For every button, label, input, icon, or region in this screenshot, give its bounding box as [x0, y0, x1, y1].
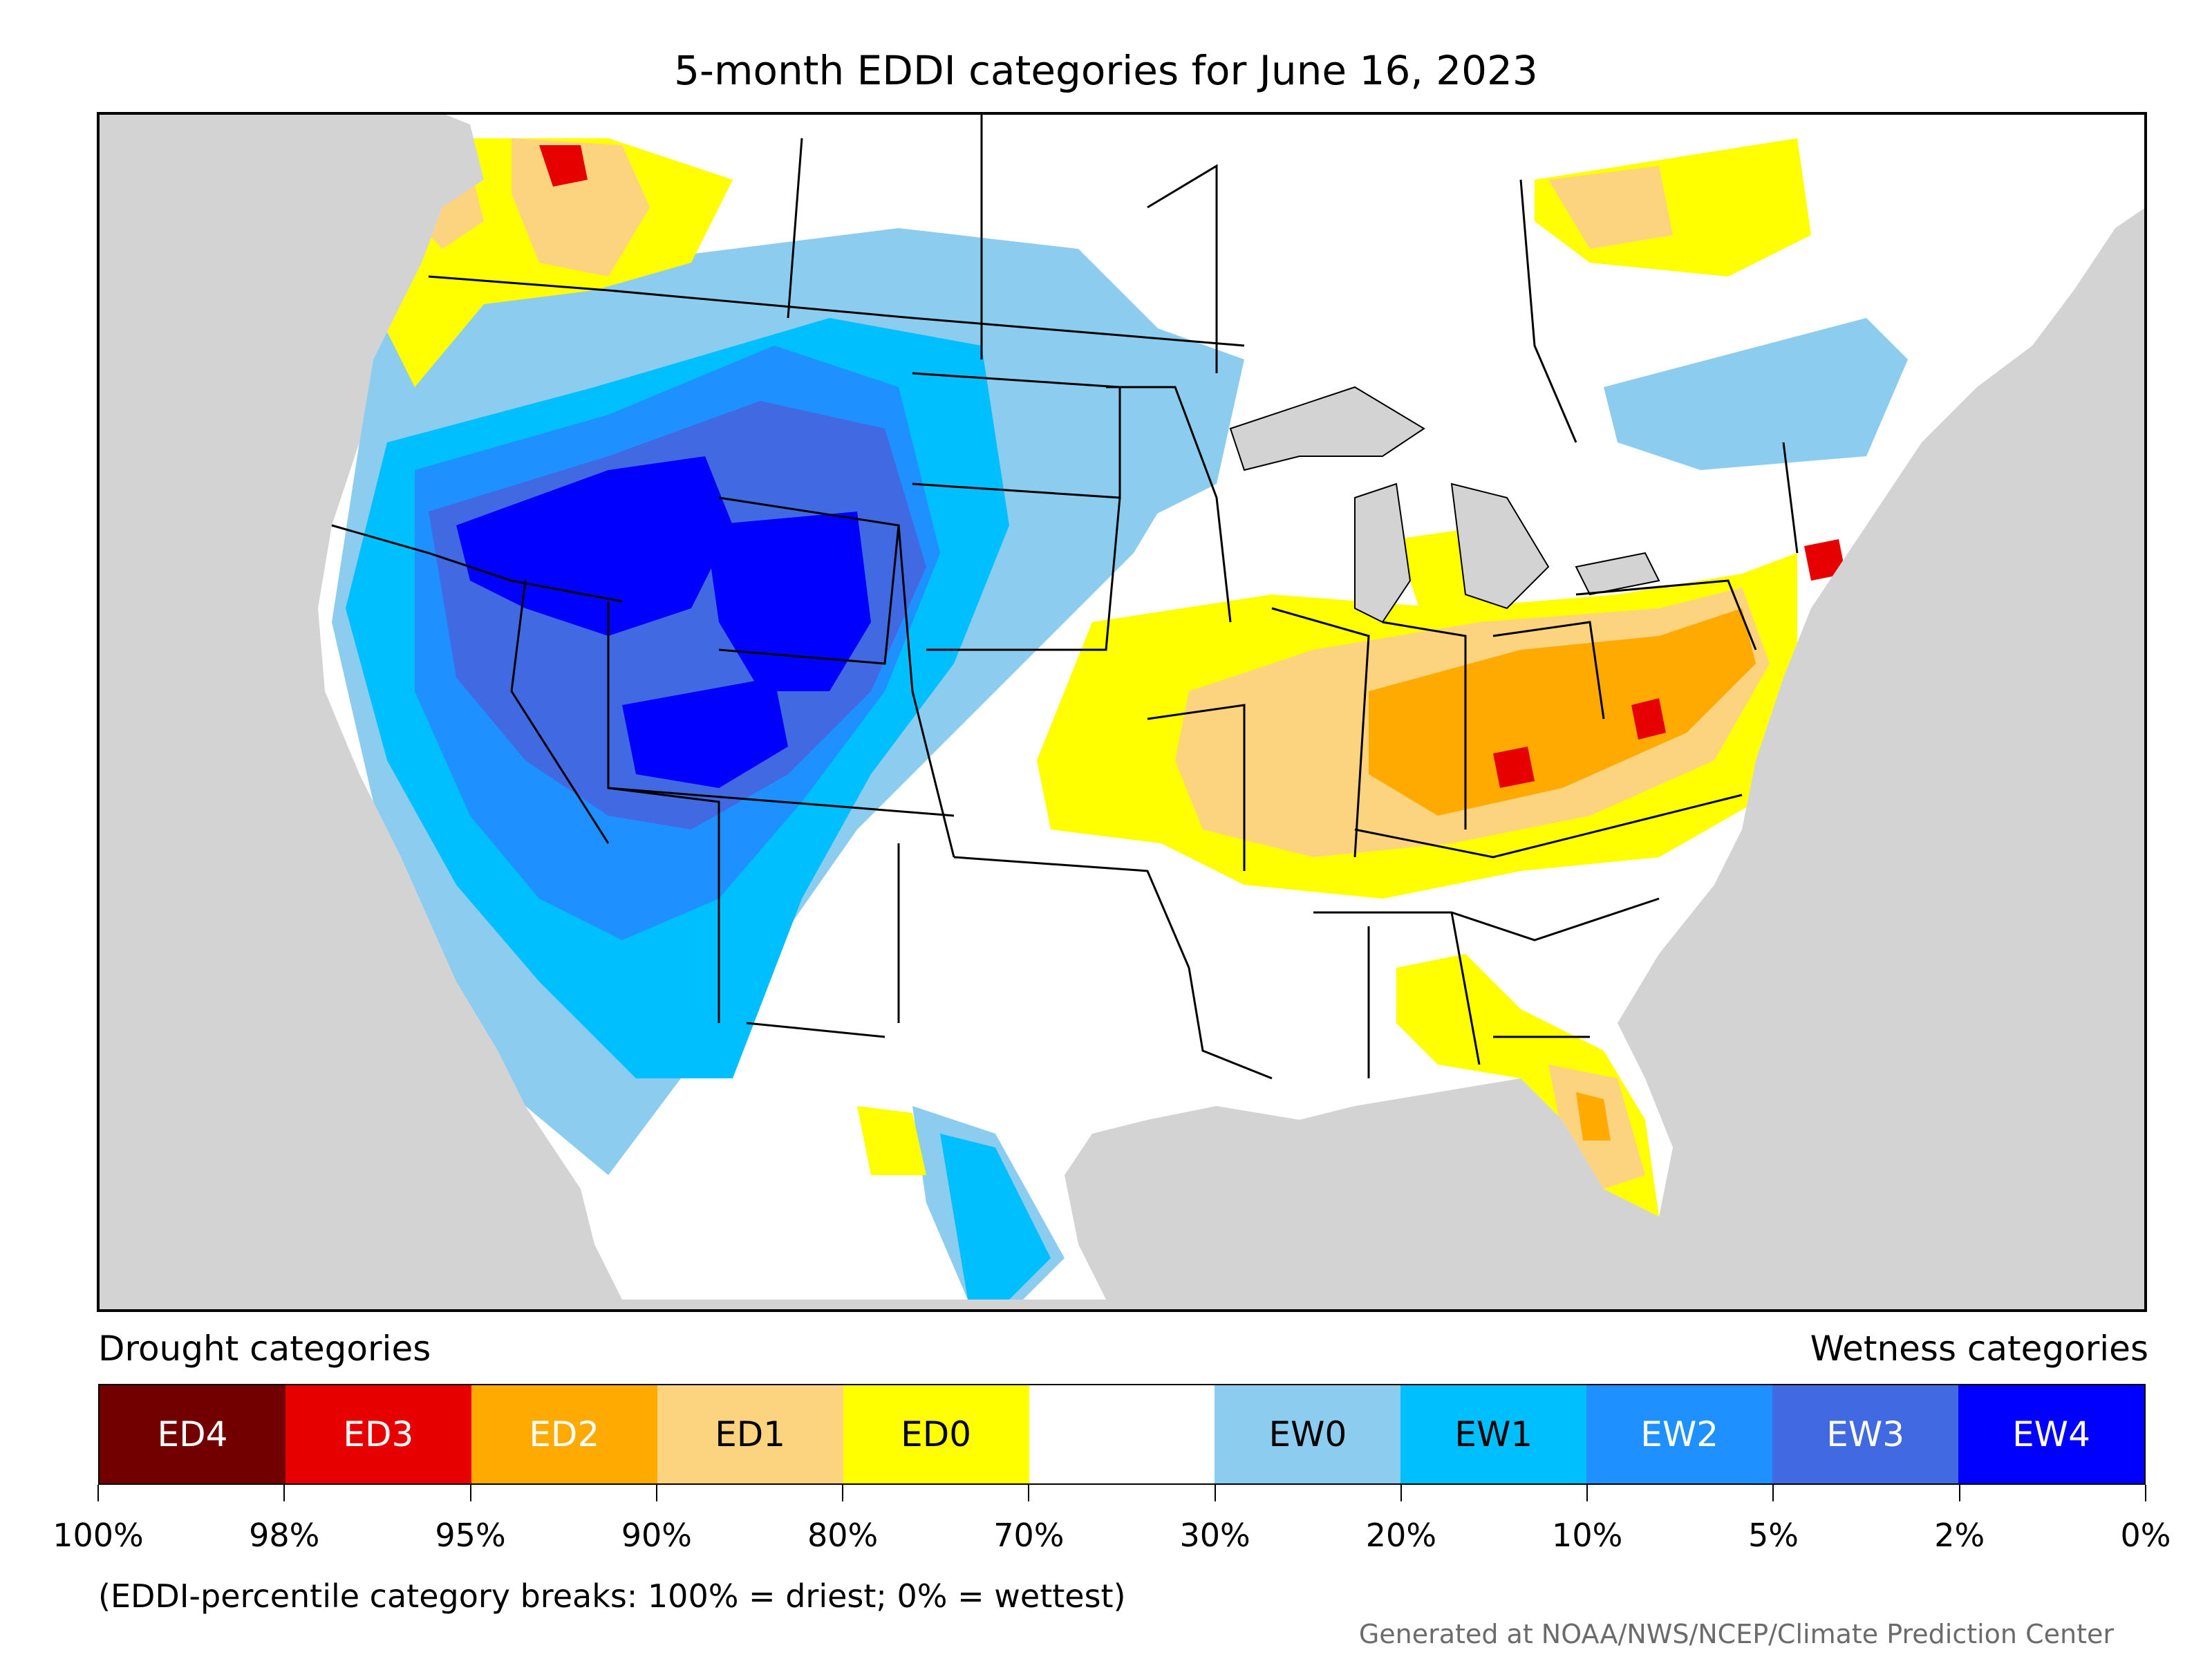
colorbar-tick-label: 2%: [1934, 1517, 1985, 1554]
colorbar-tick-label: 80%: [807, 1517, 879, 1554]
state-boundaries: [331, 113, 1799, 1080]
colorbar-tick-label: 100%: [53, 1517, 144, 1554]
region-ed0-south-texas: [857, 1106, 926, 1175]
region-ew4-west: [456, 456, 733, 636]
legend-swatch-ew2: EW2: [1586, 1385, 1773, 1483]
colorbar-tick: [1772, 1485, 1774, 1501]
colorbar-tick-label: 98%: [249, 1517, 320, 1554]
category-shading: [332, 138, 1908, 1300]
colorbar-ticks: [97, 1485, 2146, 1503]
colorbar-tick: [1400, 1485, 1402, 1501]
legend-swatch-ed3: ED3: [285, 1385, 471, 1483]
region-ew0-northeast: [1604, 318, 1908, 470]
colorbar-tick: [1958, 1485, 1960, 1501]
wetness-categories-heading: Wetness categories: [1810, 1329, 2148, 1369]
colorbar-tick: [842, 1485, 844, 1501]
legend-swatch-ew1: EW1: [1400, 1385, 1587, 1483]
legend-swatch-ew4: EW4: [1958, 1385, 2144, 1483]
region-ed3-virginia: [1631, 698, 1666, 740]
colorbar-tick: [655, 1485, 657, 1501]
region-ew1-texas: [940, 1134, 1051, 1300]
legend-swatch-ew0: EW0: [1215, 1385, 1401, 1483]
colorbar-tick: [1028, 1485, 1030, 1501]
legend-swatch-ed0: ED0: [843, 1385, 1029, 1483]
map-title: 5-month EDDI categories for June 16, 202…: [674, 47, 1538, 94]
colorbar-tick: [2145, 1485, 2146, 1501]
category-breaks-note: (EDDI-percentile category breaks: 100% =…: [98, 1577, 1126, 1615]
colorbar-tick-label: 95%: [435, 1517, 506, 1554]
colorbar-tick-label: 30%: [1179, 1517, 1250, 1554]
region-ew4-wyoming: [705, 512, 871, 691]
category-colorbar: ED4 ED3 ED2 ED1 ED0 EW0 EW1 EW2 EW3 EW4: [98, 1384, 2146, 1485]
colorbar-tick-label: 0%: [2120, 1517, 2171, 1554]
legend-swatch-ed1: ED1: [657, 1385, 843, 1483]
colorbar-tick-label: 20%: [1365, 1517, 1437, 1554]
region-ed3-bc: [539, 145, 588, 187]
colorbar-tick: [1214, 1485, 1216, 1501]
great-lakes: [1229, 386, 1660, 624]
region-ed3-kentucky: [1493, 747, 1535, 788]
colorbar-tick: [1586, 1485, 1588, 1501]
colorbar-tick: [469, 1485, 471, 1501]
colorbar-tick: [97, 1485, 99, 1501]
legend-swatch-ed4: ED4: [100, 1385, 285, 1483]
colorbar-tick-label: 90%: [621, 1517, 692, 1554]
legend-swatch-neutral: [1029, 1385, 1215, 1483]
region-ed1-quebec: [1548, 166, 1673, 249]
colorbar-tick-label: 70%: [993, 1517, 1065, 1554]
credit-line: Generated at NOAA/NWS/NCEP/Climate Predi…: [1358, 1619, 2114, 1649]
legend-swatch-ew3: EW3: [1772, 1385, 1959, 1483]
colorbar-tick-label: 5%: [1747, 1517, 1799, 1554]
region-ew4-utah: [622, 677, 788, 788]
eddi-map: [97, 112, 2147, 1312]
legend-swatch-ed2: ED2: [471, 1385, 657, 1483]
region-ed2-florida: [1576, 1092, 1611, 1141]
map-frame: [97, 112, 2147, 1312]
region-ed3-new-england: [1804, 539, 1846, 581]
region-ed1-bc: [512, 138, 650, 276]
drought-categories-heading: Drought categories: [98, 1329, 431, 1369]
colorbar-tick: [283, 1485, 285, 1501]
colorbar-tick-label: 10%: [1552, 1517, 1623, 1554]
